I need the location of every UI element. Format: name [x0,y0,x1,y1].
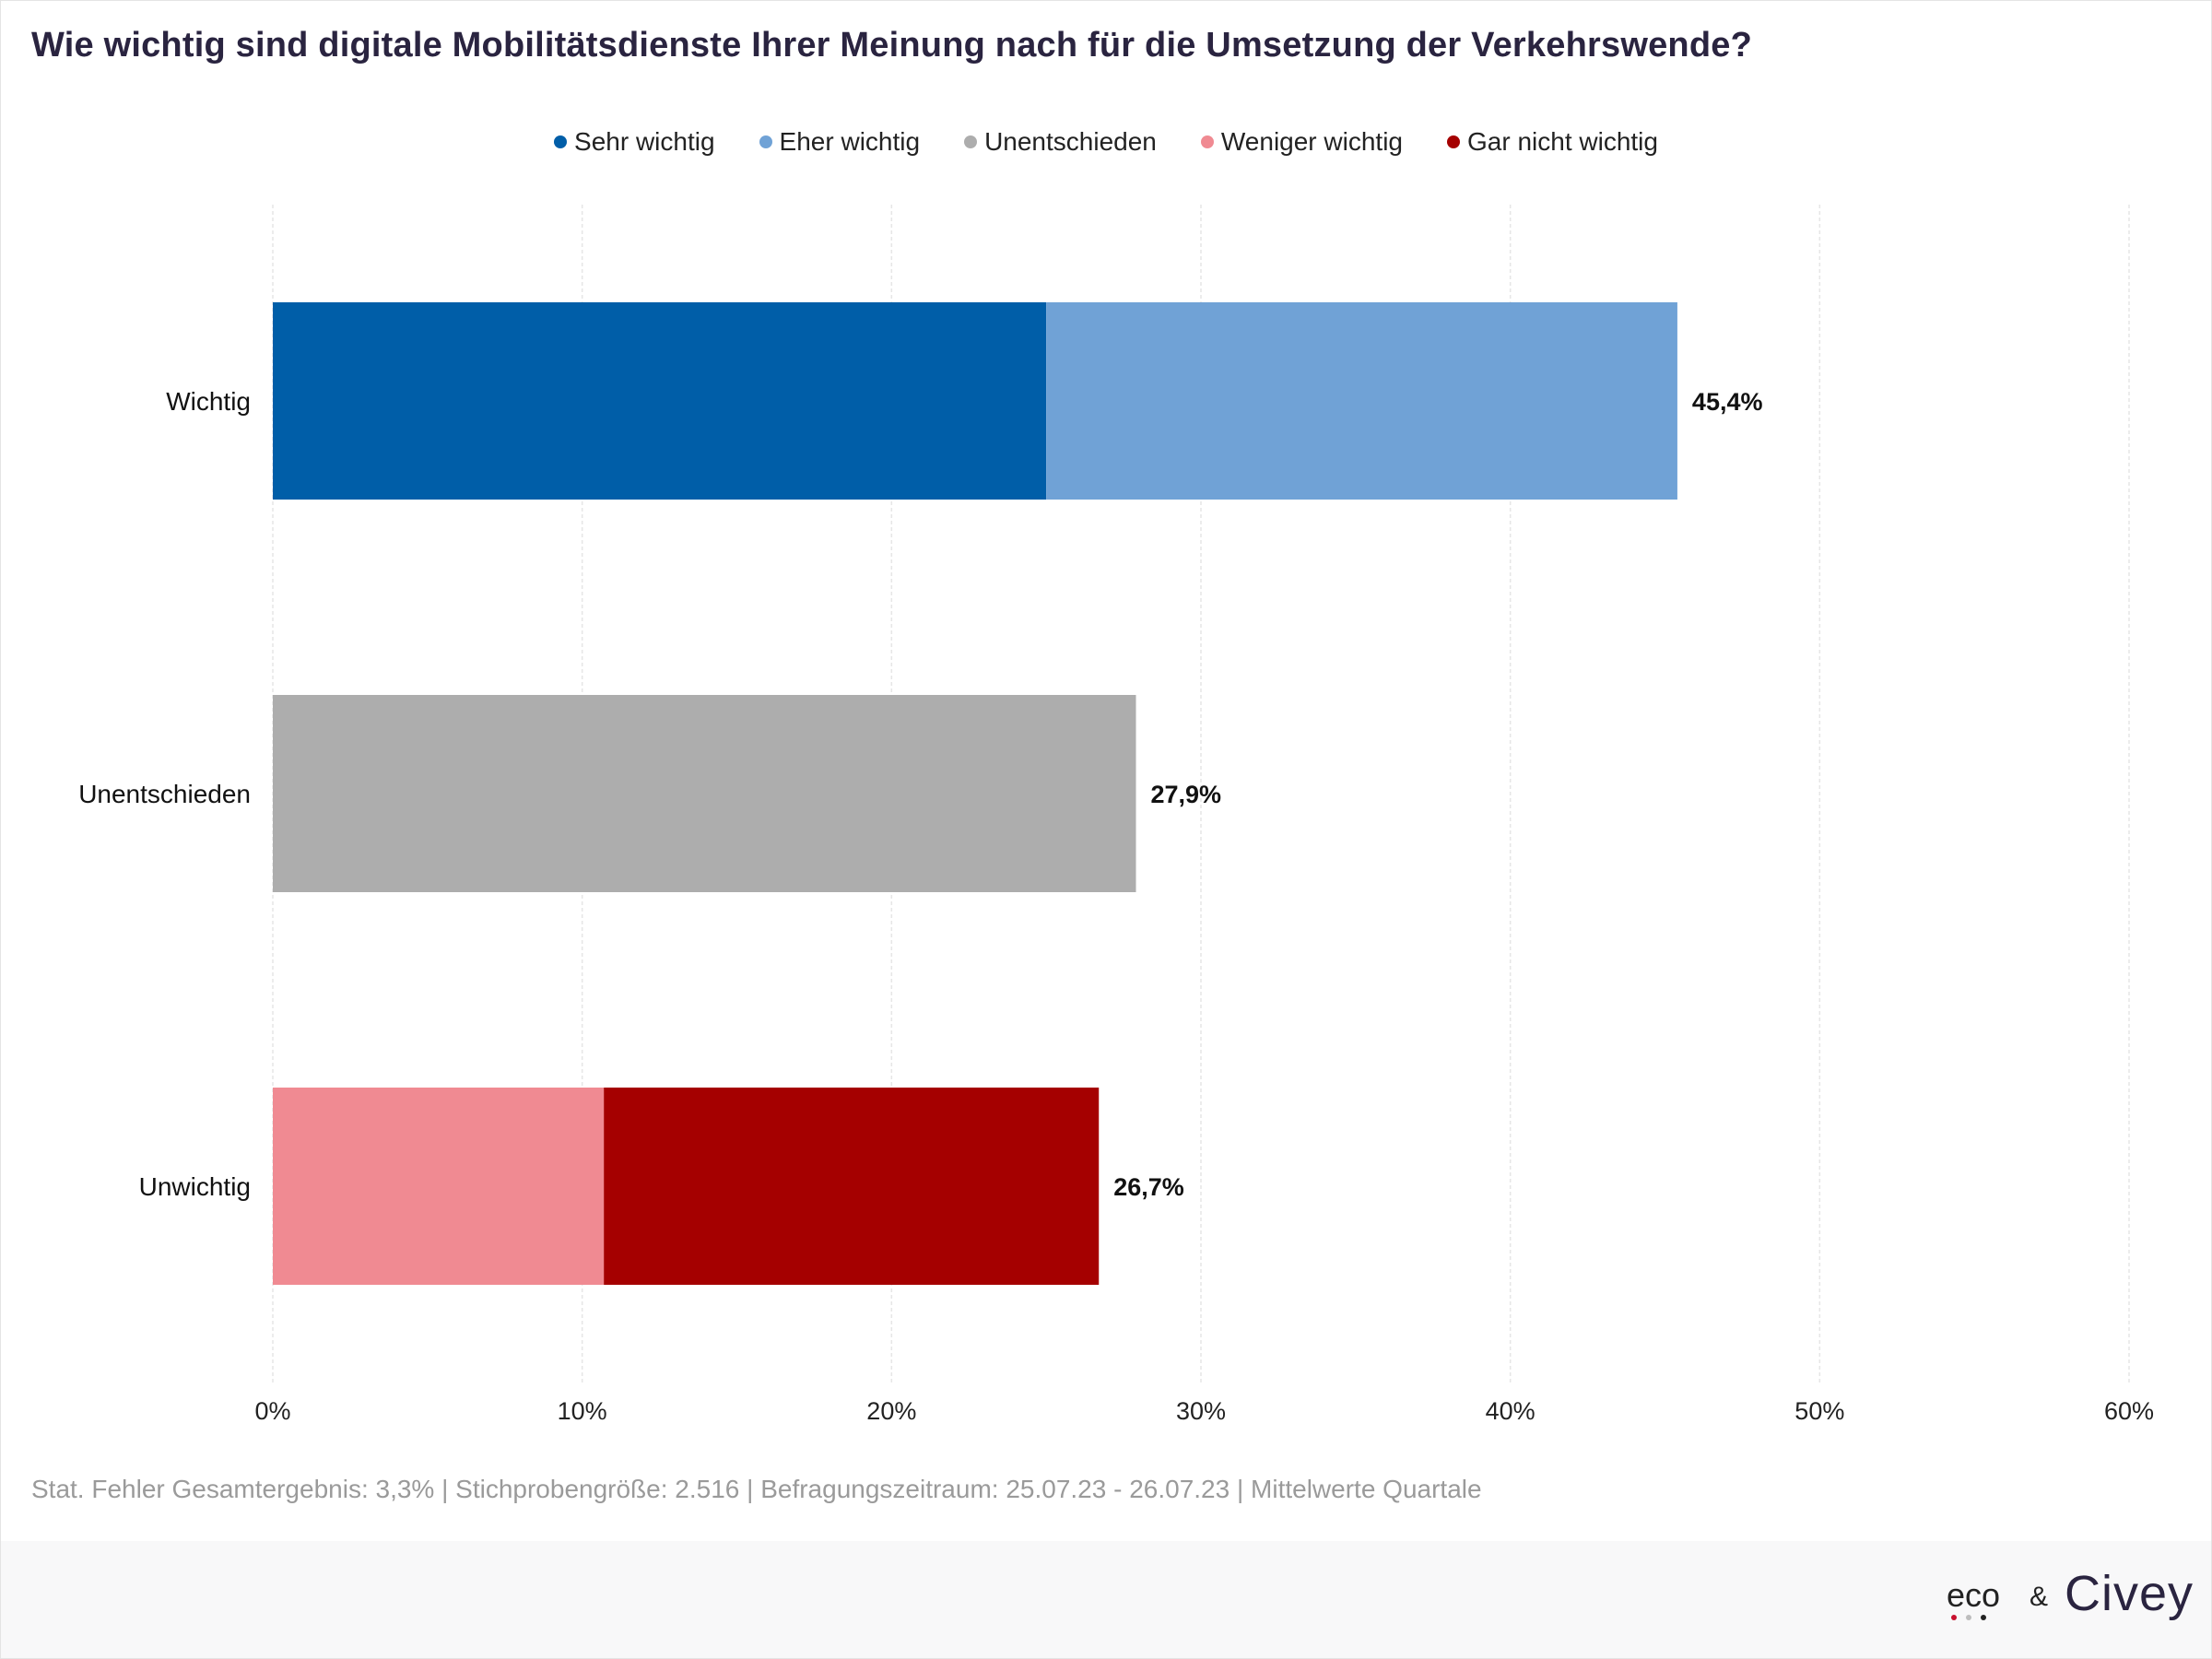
x-tick-label: 0% [254,1397,290,1425]
x-tick-label: 40% [1486,1397,1535,1425]
legend-dot-icon [554,135,568,148]
legend-item: Gar nicht wichtig [1447,124,1658,160]
x-tick-label: 20% [866,1397,916,1425]
data-label: 27,9% [1151,781,1222,808]
legend-item: Weniger wichtig [1200,124,1403,160]
legend-dot-icon [1447,135,1460,148]
legend-dot-icon [964,135,978,148]
legend-label: Sehr wichtig [574,127,715,156]
legend-label: Unentschieden [984,127,1157,156]
ampersand-logo-separator: & [2030,1582,2049,1612]
legend-item: Eher wichtig [759,124,921,160]
legend-dot-icon [759,135,772,148]
civey-logo: Civey [2065,1566,2194,1621]
footer-band [1,1541,2211,1658]
data-label: 45,4% [1692,388,1763,416]
data-label: 26,7% [1113,1173,1184,1201]
chart-title: Wie wichtig sind digitale Mobilitätsdien… [31,26,1752,65]
x-tick-label: 50% [1794,1397,1844,1425]
bar-segment [1046,302,1677,500]
x-tick-label: 10% [558,1397,607,1425]
eco-logo: eco [1947,1576,2001,1614]
x-tick-label: 60% [2104,1397,2154,1425]
legend-item: Unentschieden [964,124,1157,160]
category-label: Wichtig [166,387,251,416]
bar-chart: 0% 10% 20% 30% 40% 50% 60% Wichtig 45,4% Unentsch… [78,205,2154,1425]
bar-segment [273,1088,605,1285]
legend-label: Gar nicht wichtig [1467,127,1658,156]
category-label: Unwichtig [139,1172,251,1201]
category-label: Unentschieden [78,780,251,808]
bar-segment [273,302,1047,500]
eco-logo-dots [1951,1615,1986,1620]
legend: Sehr wichtig Eher wichtig Unentschieden Wen… [0,124,2212,160]
x-tick-label: 30% [1176,1397,1226,1425]
legend-label: Weniger wichtig [1220,127,1403,156]
bar-segment [604,1088,1100,1285]
legend-dot-icon [1200,135,1214,148]
footnote: Stat. Fehler Gesamtergebnis: 3,3% | Stic… [31,1475,1482,1503]
legend-label: Eher wichtig [779,127,921,156]
legend-item: Sehr wichtig [554,124,715,160]
bar-segment [273,695,1136,892]
